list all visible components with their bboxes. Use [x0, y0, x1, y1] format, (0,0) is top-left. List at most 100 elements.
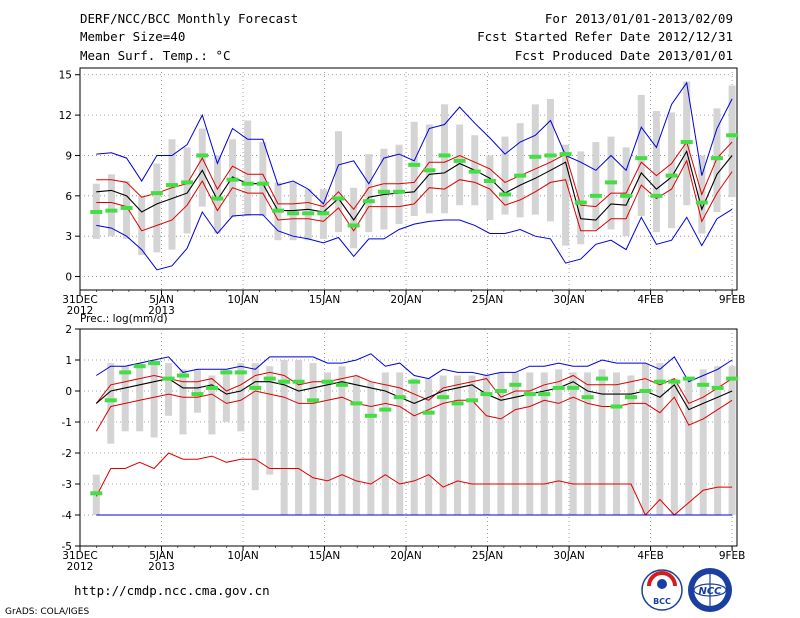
temp-range-box: [335, 131, 343, 233]
temp-range-box: [592, 142, 600, 230]
prec-series-spread_upper: [95, 371, 733, 405]
prec-range-box: [295, 360, 303, 515]
prec-range-box: [280, 360, 288, 515]
prec-series-max: [96, 353, 733, 383]
prec-range-box: [569, 372, 577, 515]
forecast-produced-date: Fcst Produced Date 2013/01/01: [515, 48, 733, 63]
prec-range-box: [511, 372, 519, 515]
temp-observed-marker: [90, 209, 103, 214]
temp-observed-marker: [695, 200, 708, 205]
prec-series-spread_lower: [95, 390, 733, 432]
temp-observed-marker: [650, 193, 663, 198]
temp-observed-marker: [332, 196, 345, 201]
prec-range-box: [685, 378, 693, 515]
prec-range-box: [165, 363, 173, 416]
temp-observed-marker: [529, 154, 542, 159]
ncc-logo: NCC: [688, 568, 732, 612]
prec-range-box: [367, 381, 375, 515]
prec-observed-marker: [668, 379, 681, 384]
temp-range-box: [380, 148, 388, 230]
prec-ytick-label: -3: [62, 479, 72, 491]
prec-range-box: [468, 375, 476, 515]
prec-observed-marker: [350, 401, 363, 406]
prec-range-box: [627, 375, 635, 515]
prec-observed-marker: [653, 379, 666, 384]
figure-title: DERF/NCC/BCC Monthly Forecast: [80, 11, 298, 26]
bcc-logo: BCC: [641, 569, 683, 611]
prec-observed-marker: [682, 376, 695, 381]
prec-range-box: [352, 375, 360, 515]
prec-range-box: [439, 375, 447, 515]
prec-range-box: [670, 378, 678, 515]
temp-observed-marker: [514, 173, 527, 178]
temp-range-box: [395, 144, 403, 225]
ncc-logo-text: NCC: [698, 586, 722, 597]
temp-observed-marker: [377, 189, 390, 194]
prec-ytick-label: -5: [62, 541, 72, 553]
temp-xtick-label: 10JAN: [227, 294, 258, 306]
prec-range-box: [251, 363, 259, 491]
temp-range-box: [138, 195, 146, 256]
temp-observed-marker: [105, 208, 118, 213]
prec-observed-marker: [711, 385, 724, 390]
prec-xtick-label: 30JAN: [553, 550, 584, 562]
grads-credit: GrADS: COLA/IGES: [5, 607, 89, 617]
temp-observed-marker: [393, 189, 406, 194]
temp-range-box: [668, 112, 676, 229]
prec-range-box: [613, 372, 621, 515]
prec-observed-marker: [538, 392, 551, 397]
prec-observed-marker: [567, 385, 580, 390]
temp-observed-marker: [559, 152, 572, 157]
temp-observed-marker: [181, 180, 194, 185]
prec-ytick-label: -1: [62, 417, 72, 429]
temp-series-mean: [96, 149, 733, 221]
prec-range-box: [540, 372, 548, 515]
prec-xtick-label: 15JAN: [309, 550, 340, 562]
prec-ytick-label: 2: [65, 324, 72, 336]
prec-ytick-label: 1: [65, 355, 72, 367]
prec-observed-marker: [480, 392, 493, 397]
temp-xtick-label: 9FEB: [719, 294, 746, 306]
temp-range-box: [213, 155, 221, 234]
source-url[interactable]: http://cmdp.ncc.cma.gov.cn: [74, 583, 270, 598]
temp-xtick-label: 15JAN: [309, 294, 340, 306]
prec-observed-marker: [466, 398, 479, 403]
prec-range-box: [454, 375, 462, 515]
prec-range-box: [396, 372, 404, 515]
prec-observed-marker: [292, 379, 305, 384]
precipitation-panel-label: Prec.: log(mm/d): [80, 313, 168, 325]
prec-observed-marker: [393, 395, 406, 400]
temp-observed-marker: [408, 162, 421, 167]
prec-ytick-label: -2: [62, 448, 72, 460]
prec-range-box: [598, 369, 606, 515]
prec-range-box: [338, 366, 346, 515]
prec-range-box: [266, 366, 274, 475]
prec-observed-marker: [263, 376, 276, 381]
prec-observed-marker: [451, 401, 464, 406]
prec-range-box: [584, 372, 592, 515]
prec-plot-frame: [79, 328, 738, 547]
prec-xtick-label: 20JAN: [390, 550, 421, 562]
prec-range-box: [309, 363, 317, 515]
temp-observed-marker: [302, 211, 315, 216]
temp-range-box: [516, 123, 524, 218]
prec-observed-marker: [148, 361, 161, 366]
prec-observed-marker: [581, 395, 594, 400]
temp-range-box: [486, 155, 494, 221]
prec-observed-marker: [220, 370, 233, 375]
temp-ytick-label: 3: [65, 231, 72, 243]
prec-xtick-label: 31DEC: [62, 550, 97, 562]
temp-observed-marker: [362, 199, 375, 204]
prec-range-box: [526, 372, 534, 515]
prec-observed-marker: [90, 491, 103, 496]
prec-observed-marker: [422, 410, 435, 415]
temp-observed-marker: [499, 192, 512, 197]
temp-range-box: [244, 120, 252, 216]
temp-observed-marker: [438, 153, 451, 158]
temp-series-min: [96, 208, 733, 271]
prec-xtick-year: 2012: [67, 561, 94, 573]
temp-xtick-year: 2013: [148, 305, 175, 317]
prec-observed-marker: [437, 395, 450, 400]
temp-range-box: [153, 163, 161, 253]
